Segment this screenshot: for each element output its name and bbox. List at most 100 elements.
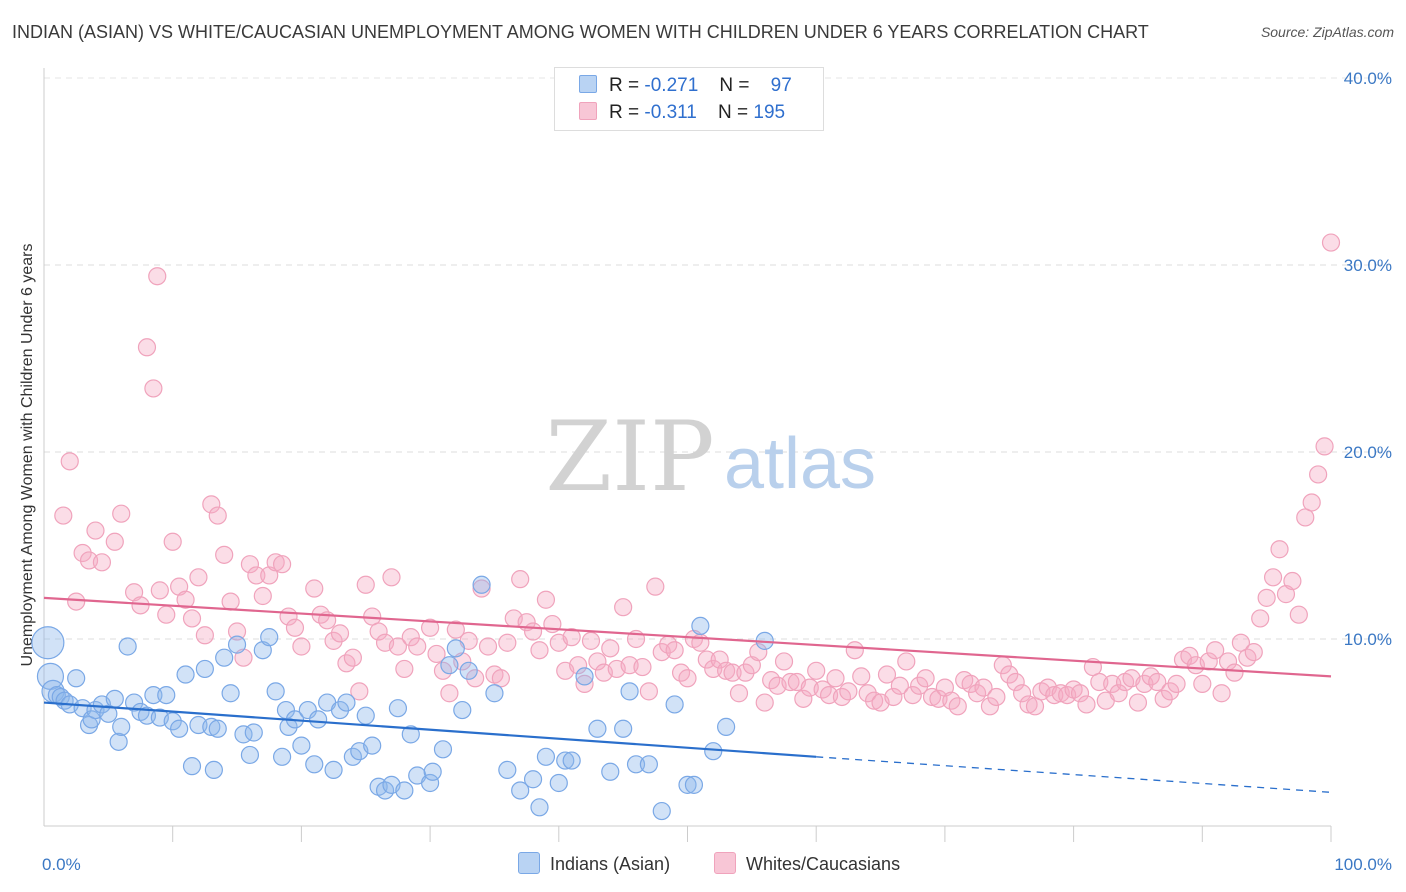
indians-point bbox=[144, 685, 163, 705]
whites-point bbox=[884, 687, 903, 707]
legend-n-label: N = bbox=[719, 75, 750, 96]
whites-point bbox=[903, 685, 922, 705]
y-tick-label: 10.0% bbox=[1344, 630, 1392, 649]
indians-point bbox=[82, 710, 101, 729]
y-tick-label: 40.0% bbox=[1344, 69, 1392, 88]
whites-point bbox=[356, 575, 375, 594]
indians-point bbox=[272, 747, 292, 766]
whites-trend-line bbox=[43, 596, 1332, 678]
whites-point bbox=[697, 650, 716, 669]
indians-point bbox=[202, 717, 221, 736]
indians-point bbox=[401, 725, 420, 744]
indians-point bbox=[292, 736, 311, 755]
indians-point bbox=[157, 685, 176, 705]
indians-point bbox=[363, 736, 382, 755]
whites-point bbox=[1289, 605, 1308, 624]
whites-point bbox=[794, 689, 813, 708]
indians-point bbox=[665, 695, 684, 714]
whites-point bbox=[1296, 508, 1315, 527]
indians-point bbox=[170, 719, 189, 738]
indians-point bbox=[330, 700, 350, 720]
whites-point bbox=[253, 586, 272, 606]
legend-item-whites[interactable]: Whites/Caucasians bbox=[714, 852, 900, 875]
whites-point bbox=[343, 648, 362, 667]
whites-point bbox=[466, 669, 485, 688]
indians-point bbox=[652, 801, 671, 821]
indians-point bbox=[240, 745, 260, 765]
whites-point bbox=[148, 267, 167, 286]
indians-point bbox=[556, 751, 575, 770]
indians-point bbox=[163, 712, 182, 731]
whites-point bbox=[67, 592, 86, 611]
whites-point bbox=[890, 676, 909, 695]
whites-point bbox=[839, 682, 858, 701]
indians-point bbox=[678, 775, 697, 794]
whites-point bbox=[1006, 672, 1025, 692]
whites-point bbox=[1225, 663, 1244, 682]
indians-point bbox=[215, 648, 234, 667]
whites-point bbox=[285, 618, 305, 637]
whites-point bbox=[150, 581, 169, 600]
whites-point bbox=[678, 669, 697, 688]
indians-point bbox=[112, 717, 131, 736]
whites-point bbox=[858, 684, 877, 703]
legend-item-indians[interactable]: Indians (Asian) bbox=[518, 852, 670, 875]
indians-point bbox=[459, 661, 478, 680]
whites-point bbox=[60, 452, 79, 471]
whites-point bbox=[639, 682, 658, 701]
y-tick-label: 30.0% bbox=[1344, 256, 1392, 275]
whites-point bbox=[54, 506, 73, 525]
whites-point bbox=[305, 579, 324, 598]
legend-r-value-indians: -0.271 bbox=[644, 75, 699, 96]
indians-point bbox=[176, 665, 195, 684]
whites-point bbox=[916, 669, 935, 688]
whites-point bbox=[382, 568, 401, 587]
whites-point bbox=[157, 605, 176, 624]
whites-point bbox=[491, 669, 510, 688]
whites-point bbox=[1013, 684, 1032, 703]
indians-point bbox=[395, 781, 414, 800]
whites-point bbox=[105, 532, 124, 551]
whites-point bbox=[562, 628, 581, 647]
whites-point bbox=[1109, 684, 1128, 703]
indians-point bbox=[31, 626, 65, 660]
whites-point bbox=[569, 656, 588, 675]
whites-point bbox=[1019, 695, 1038, 714]
indians-point bbox=[530, 798, 549, 817]
whites-point bbox=[446, 620, 465, 639]
indians-point bbox=[105, 689, 124, 708]
indians-point bbox=[639, 755, 658, 774]
whites-point bbox=[530, 641, 549, 660]
whites-point bbox=[195, 626, 214, 645]
legend-r-label: R = bbox=[609, 75, 640, 96]
series-legend: Indians (Asian) Whites/Caucasians bbox=[0, 852, 1406, 878]
whites-point bbox=[581, 631, 601, 650]
whites-point bbox=[980, 697, 1000, 716]
indians-point bbox=[305, 755, 324, 774]
whites-point bbox=[749, 642, 768, 662]
whites-point bbox=[536, 590, 556, 609]
whites-point bbox=[1077, 695, 1096, 714]
indians-point bbox=[124, 693, 144, 712]
whites-point bbox=[73, 543, 92, 563]
indians-point bbox=[324, 760, 343, 780]
indians-point bbox=[433, 740, 453, 759]
whites-point bbox=[1206, 641, 1225, 660]
whites-point bbox=[221, 592, 240, 611]
whites-point bbox=[144, 379, 163, 398]
whites-point bbox=[208, 506, 227, 525]
whites-legend-swatch bbox=[714, 852, 736, 874]
whites-point bbox=[852, 667, 871, 686]
indians-point bbox=[118, 637, 137, 656]
indians-trend-line bbox=[43, 701, 817, 758]
whites-point bbox=[922, 687, 942, 707]
indians-point bbox=[208, 719, 227, 738]
whites-point bbox=[112, 504, 131, 523]
legend-label-whites: Whites/Caucasians bbox=[746, 854, 901, 874]
whites-point bbox=[845, 641, 864, 660]
whites-point bbox=[1231, 633, 1251, 652]
whites-point bbox=[987, 687, 1006, 707]
whites-point bbox=[1180, 646, 1199, 665]
whites-point bbox=[575, 674, 594, 693]
